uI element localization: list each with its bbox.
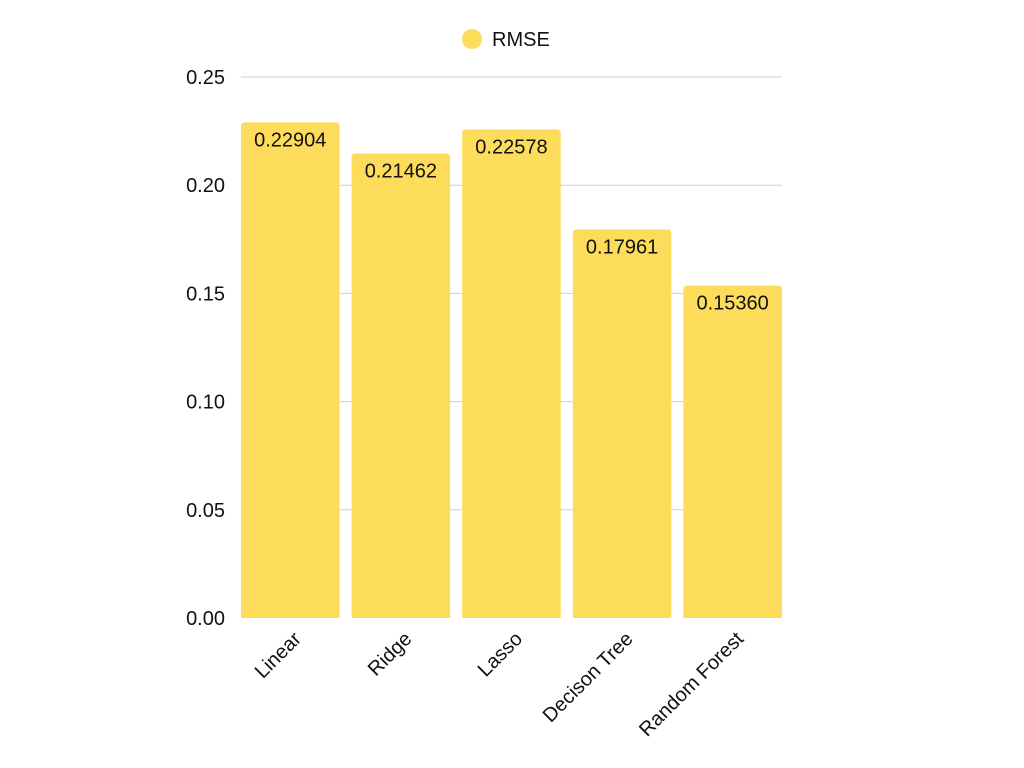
y-tick-label: 0.20: [186, 175, 225, 197]
bars: [241, 122, 782, 619]
bar-lasso: [462, 129, 561, 618]
x-tick-label: Lasso: [474, 628, 527, 681]
y-tick-label: 0.25: [186, 67, 225, 89]
y-tick-label: 0.15: [186, 283, 225, 305]
bar-decison-tree: [572, 229, 672, 618]
bar-ridge: [351, 153, 451, 618]
data-label: 0.22578: [475, 136, 547, 158]
bar-linear: [241, 122, 340, 619]
data-label: 0.22904: [254, 129, 326, 151]
y-tick-label: 0.00: [186, 608, 225, 630]
y-tick-label: 0.10: [186, 392, 225, 414]
y-tick-label: 0.05: [186, 500, 225, 522]
data-label: 0.15360: [697, 293, 769, 315]
data-label: 0.21462: [365, 161, 437, 183]
y-axis: 0.00 0.05 0.10 0.15 0.20 0.25: [186, 67, 225, 630]
legend-swatch-rmse: [462, 29, 482, 49]
x-tick-label: Ridge: [364, 628, 417, 681]
x-tick-label: Random Forest: [635, 628, 748, 741]
x-tick-label: Decison Tree: [539, 628, 638, 727]
data-labels: 0.22904 0.21462 0.22578 0.17961 0.15360: [254, 129, 769, 314]
legend-label-rmse: RMSE: [492, 29, 550, 51]
data-label: 0.17961: [586, 236, 658, 258]
legend: RMSE: [462, 29, 550, 51]
x-tick-label: Linear: [251, 628, 306, 683]
bar-random-forest: [683, 285, 782, 618]
